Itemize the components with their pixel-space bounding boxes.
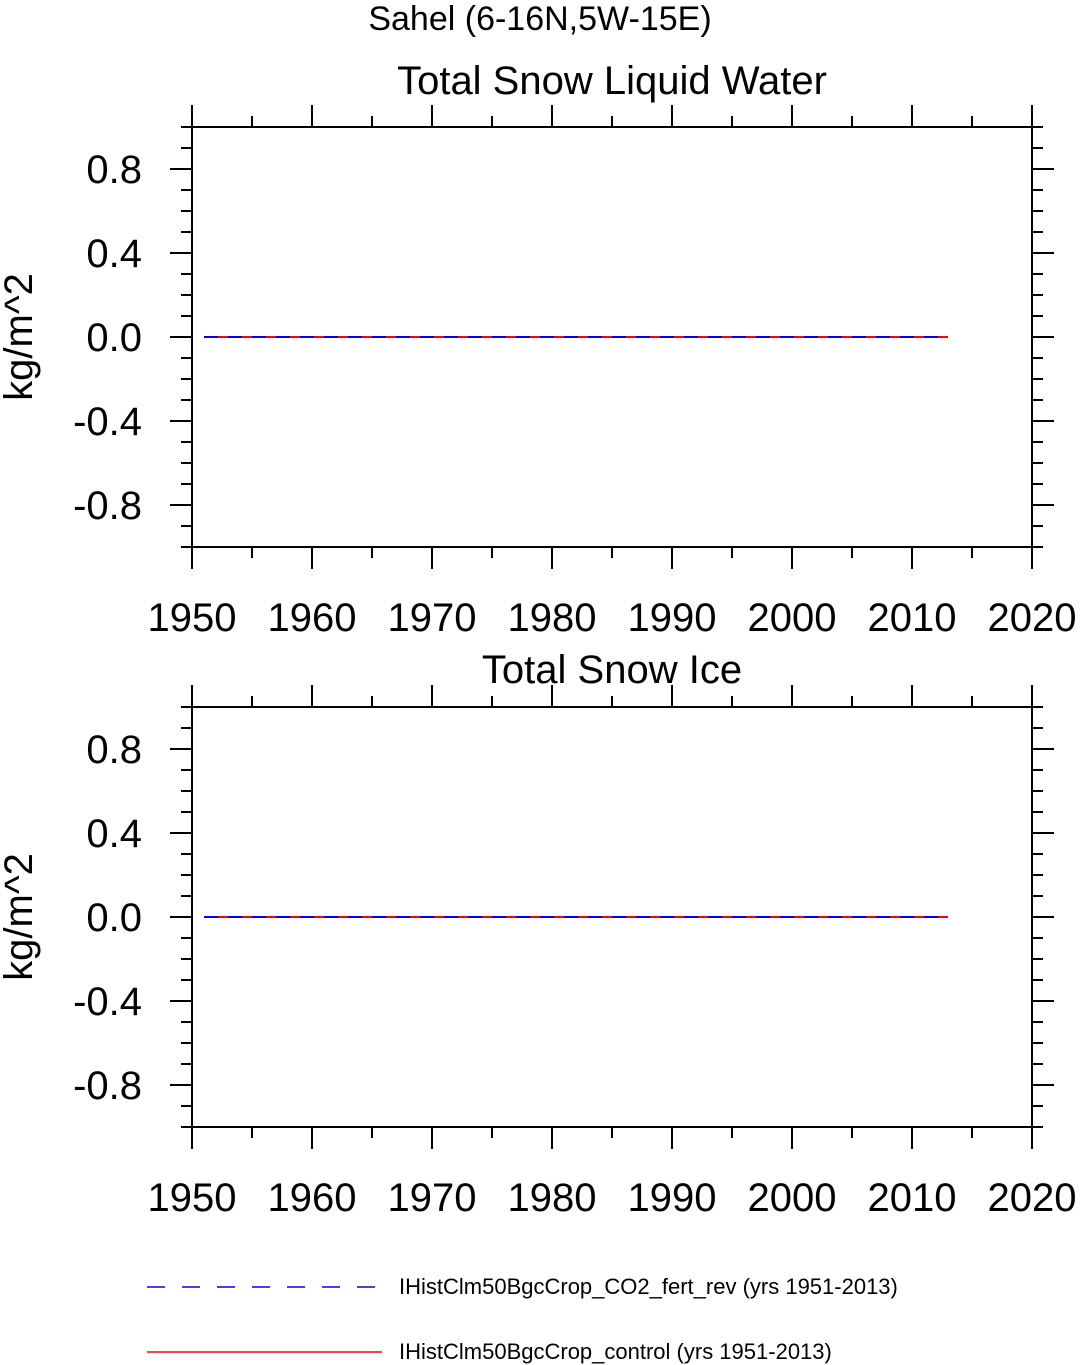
panel-2: Total Snow Ice kg/m^2 1950 1960 1970 1980 19… bbox=[0, 648, 1076, 1220]
legend-label-co2-fert-rev: IHistClm50BgcCrop_CO2_fert_rev (yrs 1951… bbox=[399, 1274, 898, 1299]
panel-2-frame bbox=[191, 706, 1033, 1128]
panel-2-xtick-label: 1950 bbox=[148, 1176, 237, 1220]
panel-1-ytick-label: -0.4 bbox=[73, 400, 142, 444]
panel-2-ytick-label: -0.8 bbox=[73, 1064, 142, 1108]
panel-2-xtick-label: 2020 bbox=[988, 1176, 1077, 1220]
figure-suptitle: Sahel (6-16N,5W-15E) bbox=[368, 0, 711, 38]
panel-2-xtick-label: 1960 bbox=[268, 1176, 357, 1220]
legend-entry-control: IHistClm50BgcCrop_control (yrs 1951-2013… bbox=[147, 1339, 832, 1364]
panel-1-xtick-label: 1950 bbox=[148, 596, 237, 640]
panel-1-ytick-label: -0.8 bbox=[73, 484, 142, 528]
panel-2-xtick-label: 1970 bbox=[388, 1176, 477, 1220]
panel-1-xtick-label: 1960 bbox=[268, 596, 357, 640]
panel-1-ylabel: kg/m^2 bbox=[0, 273, 41, 401]
panel-2-ytick-label: 0.4 bbox=[86, 812, 142, 856]
panel-1-frame bbox=[191, 126, 1033, 548]
panel-1-ticks: 1950 1960 1970 1980 1990 2000 2010 2020 0.8 0.4 0.… bbox=[73, 105, 1076, 640]
panel-2-title: Total Snow Ice bbox=[482, 648, 742, 692]
panel-1: Total Snow Liquid Water kg/m^2 1950 1960 1… bbox=[0, 59, 1076, 640]
legend: IHistClm50BgcCrop_CO2_fert_rev (yrs 1951… bbox=[147, 1274, 898, 1364]
panel-1-ytick-label: 0.4 bbox=[86, 232, 142, 276]
panel-2-ytick-label: 0.8 bbox=[86, 728, 142, 772]
legend-entry-co2-fert-rev: IHistClm50BgcCrop_CO2_fert_rev (yrs 1951… bbox=[147, 1274, 898, 1299]
panel-1-xtick-label: 2020 bbox=[988, 596, 1077, 640]
panel-1-ytick-label: 0.0 bbox=[86, 316, 142, 360]
panel-2-xtick-label: 2010 bbox=[868, 1176, 957, 1220]
panel-1-title: Total Snow Liquid Water bbox=[397, 59, 827, 103]
panel-1-xtick-label: 1990 bbox=[628, 596, 717, 640]
panel-1-xtick-label: 1980 bbox=[508, 596, 597, 640]
panel-1-xtick-label: 2010 bbox=[868, 596, 957, 640]
panel-2-ticks: 1950 1960 1970 1980 1990 2000 2010 2020 0.8 0.4 0.… bbox=[73, 685, 1076, 1220]
panel-2-xtick-label: 1990 bbox=[628, 1176, 717, 1220]
panel-2-xtick-label: 2000 bbox=[748, 1176, 837, 1220]
panel-1-ytick-label: 0.8 bbox=[86, 148, 142, 192]
panel-2-ytick-label: -0.4 bbox=[73, 980, 142, 1024]
panel-2-xtick-label: 1980 bbox=[508, 1176, 597, 1220]
legend-label-control: IHistClm50BgcCrop_control (yrs 1951-2013… bbox=[399, 1339, 832, 1364]
panel-1-xtick-label: 2000 bbox=[748, 596, 837, 640]
panel-2-ylabel: kg/m^2 bbox=[0, 853, 41, 981]
panel-1-xtick-label: 1970 bbox=[388, 596, 477, 640]
panel-2-ytick-label: 0.0 bbox=[86, 896, 142, 940]
